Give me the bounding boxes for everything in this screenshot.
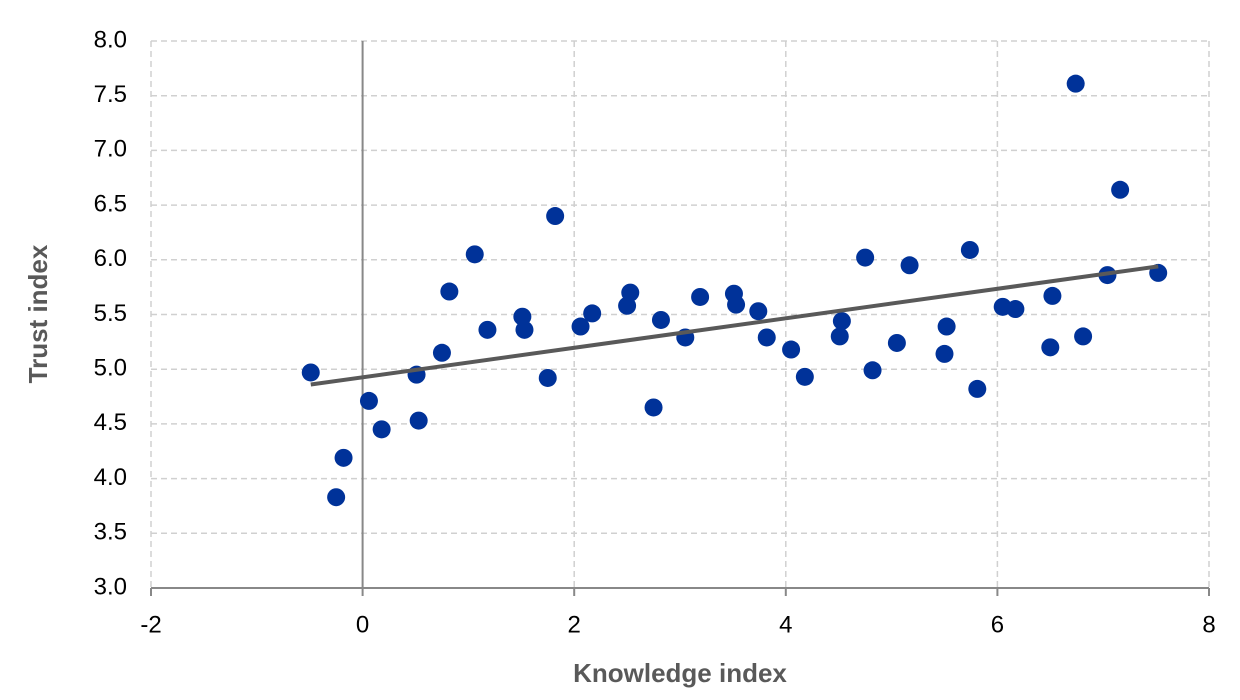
point xyxy=(583,304,602,323)
y-tick-label: 4.5 xyxy=(94,409,127,436)
point xyxy=(887,333,906,352)
trend-line xyxy=(310,264,1159,387)
point xyxy=(832,312,851,331)
point xyxy=(432,343,451,362)
point xyxy=(409,411,428,430)
point xyxy=(1066,74,1085,93)
y-tick-label: 6.0 xyxy=(94,245,127,272)
y-tick-label: 4.0 xyxy=(94,464,127,491)
y-tick-label: 7.0 xyxy=(94,136,127,163)
point xyxy=(621,283,640,302)
point xyxy=(856,248,875,267)
point xyxy=(782,340,801,359)
point xyxy=(960,240,979,259)
point xyxy=(372,420,391,439)
point xyxy=(515,320,534,339)
x-axis-title: Knowledge index xyxy=(573,658,787,688)
y-tick-label: 3.5 xyxy=(94,519,127,546)
point xyxy=(863,361,882,380)
x-tick-label: 4 xyxy=(779,611,792,638)
point xyxy=(937,317,956,336)
point xyxy=(1074,327,1093,346)
point xyxy=(571,317,590,336)
point xyxy=(1111,180,1130,199)
point xyxy=(440,282,459,301)
point xyxy=(301,363,320,382)
point xyxy=(327,488,346,507)
x-tick-label: 8 xyxy=(1202,611,1215,638)
point xyxy=(1043,286,1062,305)
y-tick-label: 5.5 xyxy=(94,300,127,327)
point xyxy=(359,391,378,410)
point xyxy=(795,367,814,386)
point xyxy=(968,379,987,398)
point xyxy=(334,448,353,467)
point xyxy=(538,368,557,387)
point xyxy=(691,287,710,306)
point xyxy=(651,310,670,329)
point xyxy=(465,245,484,264)
point xyxy=(546,207,565,226)
x-tick-label: 6 xyxy=(991,611,1004,638)
point xyxy=(478,320,497,339)
y-tick-label: 8.0 xyxy=(94,26,127,53)
x-tick-label: -2 xyxy=(140,611,161,638)
point xyxy=(727,295,746,314)
x-tick-label: 2 xyxy=(568,611,581,638)
y-tick-label: 3.0 xyxy=(94,573,127,600)
y-tick-label: 7.5 xyxy=(94,81,127,108)
point xyxy=(830,327,849,346)
point xyxy=(644,398,663,417)
point xyxy=(1041,338,1060,357)
y-tick-label: 6.5 xyxy=(94,190,127,217)
point xyxy=(757,328,776,347)
y-tick-label: 5.0 xyxy=(94,355,127,382)
point xyxy=(935,344,954,363)
y-axis-title: Trust index xyxy=(23,244,53,383)
point xyxy=(900,256,919,275)
point xyxy=(1006,300,1025,319)
x-tick-label: 0 xyxy=(356,611,369,638)
point xyxy=(749,302,768,321)
